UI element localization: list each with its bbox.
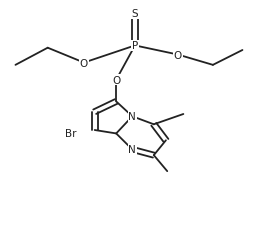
Text: N: N — [129, 112, 136, 122]
Text: O: O — [174, 50, 182, 60]
Text: P: P — [132, 41, 138, 51]
Text: O: O — [112, 75, 120, 85]
Text: Br: Br — [65, 129, 76, 139]
Text: N: N — [129, 145, 136, 155]
Text: O: O — [80, 58, 88, 68]
Text: S: S — [132, 9, 138, 19]
